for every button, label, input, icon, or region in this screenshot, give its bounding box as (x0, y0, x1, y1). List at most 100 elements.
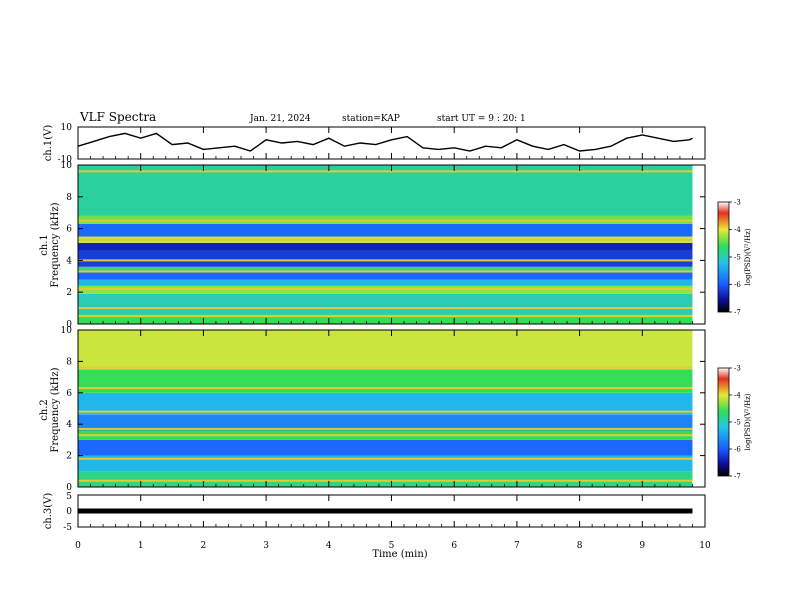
ch1-colorbar-label: log(PSD)(V²/Hz) (744, 228, 752, 285)
time-tick-label: 6 (451, 541, 457, 551)
ch1-spectrogram-band (78, 314, 693, 324)
ch1-spectrogram-band (78, 165, 693, 216)
ch3-ytick-middle: 0 (66, 507, 72, 517)
ch1-colorbar-tick-label: -7 (734, 309, 741, 317)
ch1-spectrogram-emission-line (78, 315, 693, 318)
ch2-spectrogram-band (78, 414, 693, 431)
time-tick-label: 9 (639, 541, 645, 551)
figure-title: VLF Spectra (79, 110, 156, 124)
ch3-waveform-line (78, 508, 693, 514)
ch1-spectrogram-ytick-label: 8 (66, 193, 72, 203)
ch1-spectrogram-band (78, 271, 693, 280)
ch2-spectrogram-yticks: 0 2 4 6 8 10 (61, 326, 705, 493)
ch2-spectrogram-ytick-label: 0 (66, 483, 72, 493)
ch1-waveform-plot (77, 126, 693, 160)
ch1-spectrogram-band (78, 266, 693, 272)
ch2-spectrogram-no-data (692, 330, 705, 487)
ch1-ytick-top: 10 (61, 123, 73, 133)
ch1-spectrogram-ylabel-frequency: Frequency (kHz) (50, 202, 61, 287)
ch2-colorbar-label: log(PSD)(V²/Hz) (744, 393, 752, 450)
ch2-colorbar-tick-label: -3 (734, 365, 741, 373)
ch1-spectrogram-band (78, 279, 693, 286)
ch2-spectrogram-band (78, 471, 693, 487)
ch2-colorbar (717, 367, 730, 477)
ch2-spectrogram-band (78, 330, 693, 370)
ch1-colorbar-tick-label: -4 (734, 226, 741, 234)
ch1-spectrogram-ytick-label: 0 (66, 320, 72, 330)
ch1-spectrogram-ytick-label: 6 (66, 225, 72, 235)
ch2-spectrogram-ytick-label: 10 (61, 326, 73, 336)
ch3-ytick-bottom: -5 (63, 523, 72, 533)
ch2-spectrogram-ylabel-channel: ch.2 (39, 399, 50, 421)
ch1-ytick-bottom: -10 (58, 155, 73, 165)
time-tick-label: 5 (389, 541, 395, 551)
ch1-spectrogram-emission-line (78, 219, 693, 222)
ch1-colorbar-ticks: -3 -4 -5 -6 -7 (729, 199, 741, 317)
time-axis-label: Time (min) (372, 549, 427, 560)
time-tick-label: 1 (138, 541, 144, 551)
ch1-spectrogram-band (78, 223, 693, 237)
ch2-spectrogram-emission-line (78, 479, 693, 482)
ch1-spectrogram-ytick-label: 2 (66, 288, 72, 298)
ch2-spectrogram-ytick-label: 4 (66, 420, 72, 430)
ch1-spectrogram-emission-line (78, 170, 693, 173)
ch2-spectrogram-emission-line (78, 387, 693, 390)
ch1-colorbar-tick-label: -3 (734, 199, 741, 207)
ch2-spectrogram-ylabel-frequency: Frequency (kHz) (50, 367, 61, 452)
ch2-colorbar-tick-label: -4 (734, 392, 741, 400)
ch2-colorbar-tick-label: -5 (734, 419, 741, 427)
ch1-spectrogram-emission-line (78, 307, 693, 310)
ch2-colorbar-tick-label: -6 (734, 446, 741, 454)
ch2-spectrogram-band (78, 392, 693, 415)
ch1-spectrogram-no-data (692, 165, 705, 324)
time-tick-label: 8 (577, 541, 583, 551)
ch1-spectrogram-emission-line (78, 238, 693, 241)
figure-header: VLF Spectra Jan. 21, 2024 station=KAP st… (79, 110, 526, 124)
ch1-spectrogram-emission-line (78, 270, 693, 273)
ch1-spectrogram-band (78, 250, 693, 267)
time-tick-label: 7 (514, 541, 520, 551)
ch1-spectrogram-ylabel-channel: ch.1 (39, 234, 50, 256)
time-axis: 0 1 2 3 4 5 6 7 8 9 10 (75, 127, 711, 551)
ch2-spectrogram-band (78, 439, 693, 456)
ch2-spectrogram-ytick-label: 8 (66, 357, 72, 367)
ch1-spectrogram-ytick-label: 4 (66, 256, 72, 266)
ch1-waveform-line (77, 132, 693, 152)
ch3-waveform-plot (78, 494, 693, 528)
time-tick-label: 0 (75, 541, 81, 551)
ch2-spectrogram-ytick-label: 6 (66, 389, 72, 399)
ch2-colorbar-tick-label: -7 (734, 473, 741, 481)
ch1-spectrogram-emission-line (78, 259, 693, 262)
ch1-spectrogram-ytick-label: 10 (61, 161, 73, 171)
panel-ch1-waveform: 10 -10 ch.1(V) (43, 123, 706, 165)
ch1-colorbar-tick-label: -5 (734, 254, 741, 262)
header-date: Jan. 21, 2024 (249, 114, 311, 124)
time-tick-label: 10 (699, 541, 711, 551)
ch2-spectrogram-heatmap (78, 330, 705, 487)
ch1-spectrogram-band (78, 242, 693, 251)
header-station: station=KAP (342, 114, 400, 124)
ch2-spectrogram-emission-line (78, 427, 693, 430)
ch1-colorbar-tick-label: -6 (734, 281, 741, 289)
header-start-time: start UT = 9 : 20: 1 (437, 114, 526, 124)
ch1-colorbar (717, 201, 730, 313)
time-tick-label: 2 (201, 541, 207, 551)
ch2-spectrogram-ytick-label: 2 (66, 452, 72, 462)
ch3-ytick-top: 5 (66, 492, 72, 502)
panel-ch3-waveform: 5 0 -5 ch.3(V) (43, 492, 706, 533)
time-tick-label: 4 (326, 541, 332, 551)
time-tick-label: 3 (263, 541, 269, 551)
ch2-spectrogram-emission-line (78, 457, 693, 460)
ch1-spectrogram-band (78, 293, 693, 315)
ch1-waveform-ylabel: ch.1(V) (43, 125, 54, 162)
ch2-spectrogram-emission-line (78, 434, 693, 437)
ch1-spectrogram-yticks: 0 2 4 6 8 10 (61, 161, 705, 330)
ch1-spectrogram-heatmap (78, 165, 705, 324)
ch1-spectrogram-emission-line (78, 288, 693, 291)
ch3-waveform-ylabel: ch.3(V) (43, 493, 54, 530)
ch2-colorbar-ticks: -3 -4 -5 -6 -7 (729, 365, 741, 481)
ch2-spectrogram-emission-line (78, 366, 693, 369)
